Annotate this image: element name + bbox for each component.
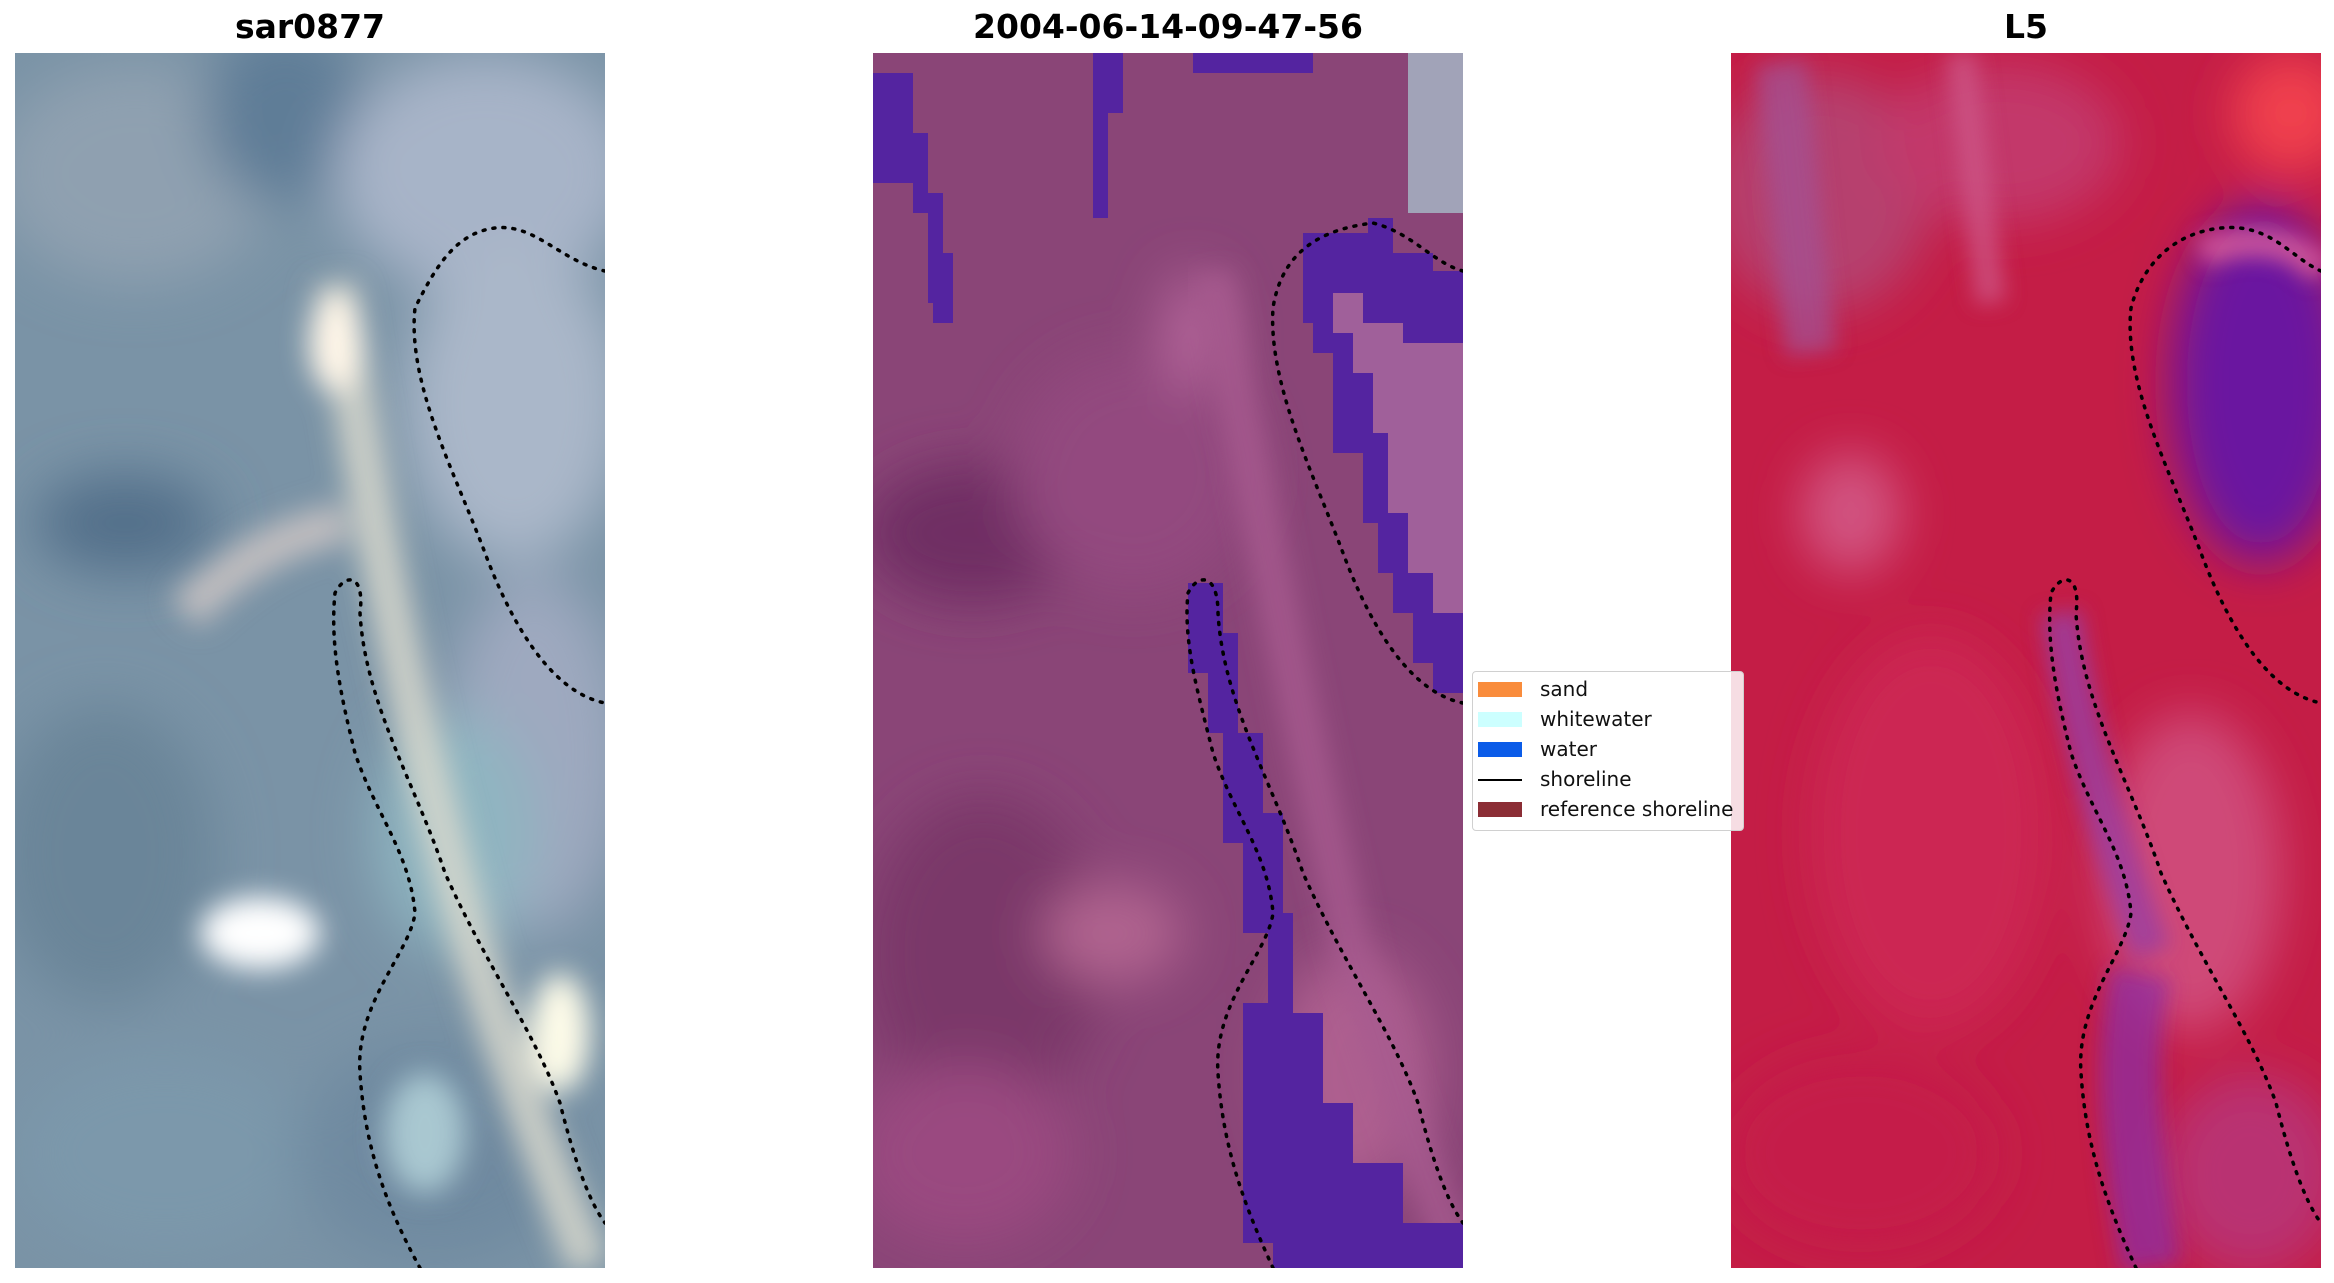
legend-item-reference-shoreline: reference shoreline [1473, 794, 1743, 824]
classification-panel [873, 53, 1463, 1268]
legend-item-sand: sand [1473, 674, 1743, 704]
legend-label: whitewater [1540, 707, 1652, 731]
legend-item-water: water [1473, 734, 1743, 764]
legend-label: shoreline [1540, 767, 1632, 791]
legend: sand whitewater water shoreline referenc… [1472, 671, 1744, 831]
rgb-image-panel [15, 53, 605, 1268]
legend-label: sand [1540, 677, 1589, 701]
shoreline-dotted-lines [1185, 221, 1463, 1268]
panel-title-rgb: sar0877 [234, 7, 386, 46]
panel-title-classification: 2004-06-14-09-47-56 [973, 7, 1363, 46]
legend-item-whitewater: whitewater [1473, 704, 1743, 734]
legend-line-shoreline [1478, 779, 1522, 781]
legend-label: water [1540, 737, 1597, 761]
classification-image [873, 53, 1463, 1268]
legend-item-shoreline: shoreline [1473, 764, 1743, 794]
legend-swatch-reference-shoreline [1478, 802, 1522, 817]
shoreline-dotted-lines [2047, 225, 2321, 1268]
legend-swatch-sand [1478, 682, 1522, 697]
panel-title-index: L5 [2004, 7, 2048, 46]
index-panel [1731, 53, 2321, 1268]
index-image [1731, 53, 2321, 1268]
legend-label: reference shoreline [1540, 797, 1734, 821]
shoreline-dotted-lines [331, 225, 605, 1268]
rgb-image [15, 53, 605, 1268]
water-class-regions [873, 53, 1463, 1268]
legend-swatch-whitewater [1478, 712, 1522, 727]
legend-swatch-water [1478, 742, 1522, 757]
